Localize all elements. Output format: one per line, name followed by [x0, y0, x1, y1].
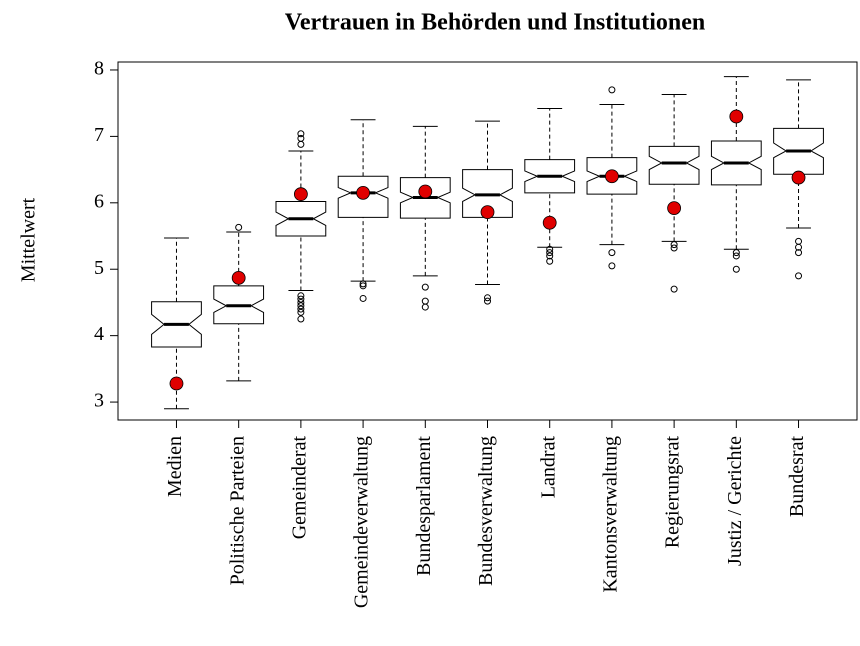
x-tick-label: Bundesverwaltung — [475, 436, 497, 586]
outlier — [732, 249, 740, 257]
mean-point — [356, 185, 370, 200]
outlier — [546, 245, 554, 253]
mean-point — [729, 109, 744, 124]
x-tick-label: Gemeinderat — [288, 436, 310, 540]
outlier — [608, 249, 616, 257]
mean-point — [293, 187, 308, 202]
y-tick-label: 4 — [94, 323, 104, 345]
mean-point — [605, 169, 619, 184]
y-tick-label: 7 — [94, 124, 104, 146]
outlier — [484, 294, 491, 302]
outlier — [297, 298, 305, 306]
outlier — [297, 140, 305, 148]
y-tick-label: 8 — [94, 58, 104, 80]
mean-point — [418, 184, 433, 199]
outlier — [608, 86, 616, 94]
outlier — [546, 257, 554, 265]
outlier — [297, 315, 305, 323]
y-tick-label: 3 — [94, 390, 104, 412]
y-tick-label: 6 — [94, 190, 104, 212]
outlier — [795, 237, 803, 245]
box — [648, 145, 700, 185]
outlier — [297, 134, 305, 142]
chart-title: Vertrauen in Behörden und Institutionen — [285, 10, 706, 36]
mean-point — [542, 215, 557, 230]
outlier — [795, 272, 803, 280]
mean-point — [667, 201, 682, 216]
mean-point — [231, 270, 246, 285]
outlier — [484, 297, 491, 305]
y-axis-label: Mittelwert — [18, 197, 40, 282]
x-tick-label: Gemeindeverwaltung — [351, 436, 373, 608]
outlier — [359, 280, 367, 288]
outlier — [608, 262, 616, 270]
outlier — [297, 305, 305, 313]
outlier — [297, 130, 305, 138]
x-tick-label: Regierungsrat — [662, 436, 684, 549]
x-tick-label: Politische Parteien — [226, 436, 248, 585]
outlier — [421, 303, 429, 311]
x-tick-label: Kantonsverwaltung — [600, 436, 622, 593]
x-tick-label: Medien — [164, 436, 186, 497]
outlier — [670, 244, 678, 252]
outlier — [297, 292, 305, 300]
outlier — [359, 282, 367, 290]
mean-point — [480, 205, 495, 220]
outlier — [732, 265, 740, 273]
x-tick-label: Bundesrat — [786, 436, 808, 518]
outlier — [421, 283, 429, 291]
outlier — [795, 243, 803, 251]
outlier — [670, 285, 678, 293]
outlier — [359, 294, 367, 302]
outlier — [297, 308, 305, 316]
outlier — [795, 249, 803, 257]
x-tick-label: Justiz / Gerichte — [724, 436, 746, 566]
y-tick-label: 5 — [94, 257, 104, 279]
outlier — [235, 223, 243, 231]
outlier — [546, 252, 554, 260]
outlier — [297, 302, 305, 310]
outlier — [670, 241, 678, 249]
mean-point — [791, 170, 806, 185]
outlier — [546, 249, 554, 257]
outlier — [297, 295, 305, 303]
outlier — [732, 252, 740, 260]
outlier — [421, 297, 429, 305]
x-tick-label: Landrat — [537, 436, 559, 499]
x-tick-label: Bundesparlament — [413, 436, 435, 576]
mean-point — [169, 376, 184, 391]
